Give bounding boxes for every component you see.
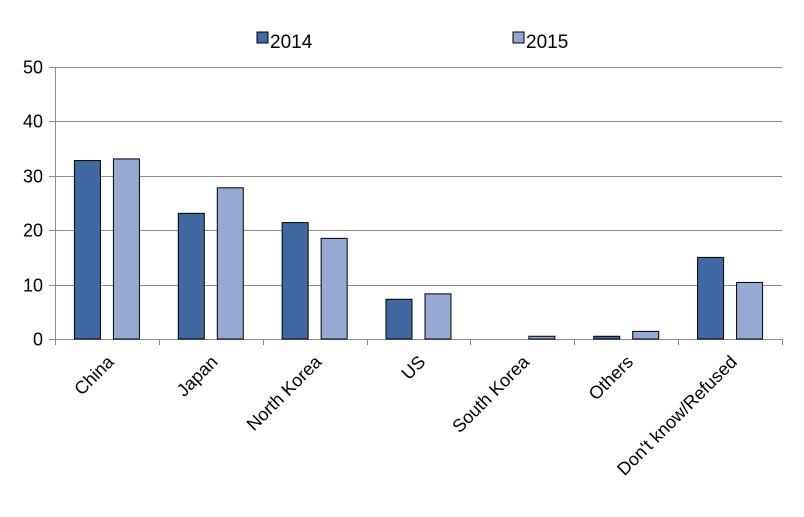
x-tick-label: Japan xyxy=(173,352,222,401)
bar-2014-1 xyxy=(177,212,205,340)
y-tick-label: 0 xyxy=(33,330,43,350)
y-tick-label: 40 xyxy=(23,112,43,132)
bar-2014-3 xyxy=(385,298,413,340)
bar-2015-1 xyxy=(216,187,244,340)
y-tick-label: 10 xyxy=(23,276,43,296)
legend-swatch-2014 xyxy=(256,31,269,44)
bar-2015-0 xyxy=(112,158,140,340)
x-tick-label: China xyxy=(70,351,118,399)
axes xyxy=(49,67,783,345)
bar-2015-4 xyxy=(528,335,556,340)
y-tick-label: 50 xyxy=(23,58,43,78)
bars xyxy=(73,158,764,340)
bar-2014-0 xyxy=(73,160,101,340)
bar-2015-6 xyxy=(736,281,764,340)
bar-2015-5 xyxy=(632,330,660,340)
bar-2015-2 xyxy=(320,237,348,340)
legend-swatch-2015 xyxy=(512,31,525,44)
bar-2014-6 xyxy=(697,256,725,340)
legend-label-2014: 2014 xyxy=(270,32,313,53)
bar-2015-3 xyxy=(424,293,452,340)
y-tick-label: 30 xyxy=(23,167,43,187)
x-tick-label: Don't know/Refused xyxy=(613,352,741,480)
legend-label-2015: 2015 xyxy=(526,32,568,53)
bar-2014-5 xyxy=(593,335,621,340)
bar-2014-2 xyxy=(281,222,309,340)
legend: 2014 2015 xyxy=(256,31,568,53)
x-tick-label: North Korea xyxy=(243,351,326,434)
x-tick-label: US xyxy=(397,352,429,384)
gridlines xyxy=(55,67,782,286)
x-tick-label: South Korea xyxy=(448,351,534,437)
y-tick-label: 20 xyxy=(23,221,43,241)
x-tick-label: Others xyxy=(585,352,637,404)
